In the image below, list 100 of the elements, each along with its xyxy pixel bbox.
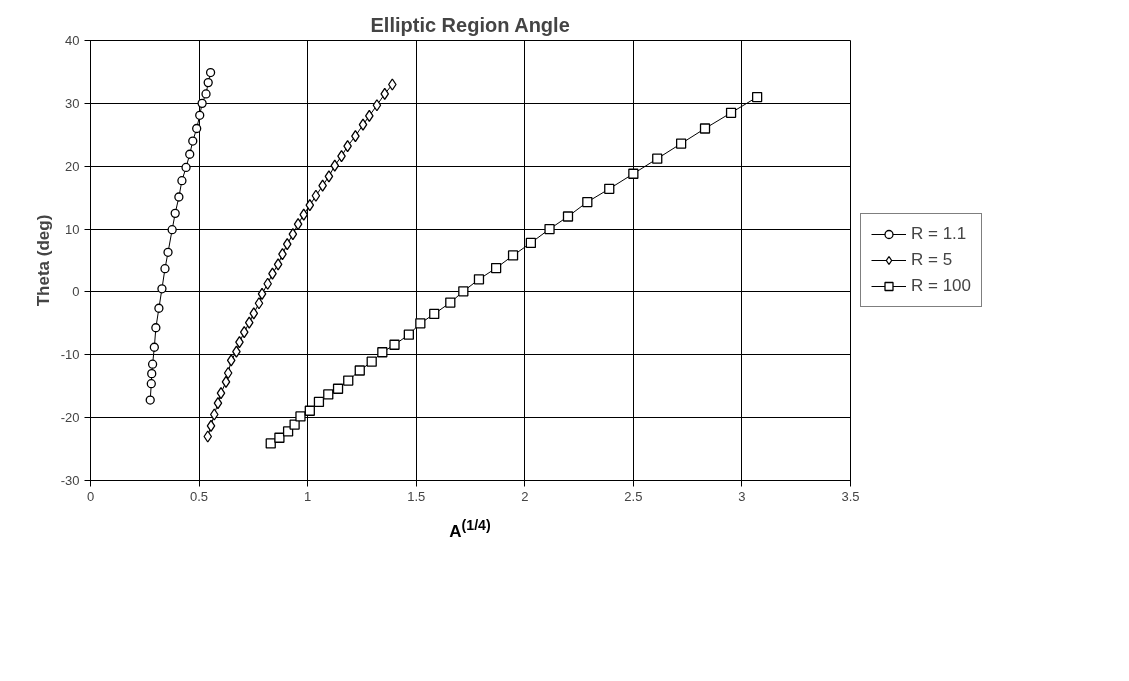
point bbox=[254, 297, 264, 310]
point bbox=[170, 208, 180, 218]
point bbox=[263, 277, 273, 290]
point bbox=[188, 136, 198, 146]
point bbox=[289, 419, 300, 430]
legend-label: R = 1.1 bbox=[911, 224, 967, 244]
point bbox=[725, 107, 737, 118]
point bbox=[195, 110, 205, 120]
point bbox=[147, 359, 158, 369]
point bbox=[273, 258, 283, 271]
point bbox=[323, 389, 334, 400]
y-tick-label: -20 bbox=[60, 410, 80, 426]
point bbox=[372, 99, 382, 112]
point bbox=[249, 307, 259, 320]
x-tick-label: 3.5 bbox=[841, 488, 860, 504]
point bbox=[213, 397, 223, 410]
point bbox=[203, 77, 213, 88]
point bbox=[507, 250, 519, 261]
point bbox=[147, 369, 157, 379]
point bbox=[604, 183, 615, 194]
point bbox=[751, 91, 763, 103]
point bbox=[167, 225, 177, 235]
x-tick-label: 2 bbox=[521, 488, 529, 504]
point bbox=[154, 303, 164, 313]
point bbox=[288, 227, 298, 241]
point bbox=[216, 386, 226, 400]
point bbox=[458, 286, 469, 297]
point bbox=[293, 217, 303, 231]
y-tick-label: 20 bbox=[65, 158, 80, 174]
point bbox=[221, 375, 231, 388]
point bbox=[274, 432, 285, 443]
y-tick-label: 10 bbox=[65, 221, 80, 237]
point bbox=[699, 123, 711, 134]
point bbox=[364, 109, 374, 123]
legend-label: R = 100 bbox=[911, 276, 972, 296]
point bbox=[206, 419, 216, 432]
point bbox=[226, 354, 236, 367]
point bbox=[490, 262, 502, 274]
chart-title: Elliptic Region Angle bbox=[370, 13, 570, 36]
x-tick-label: 0 bbox=[86, 488, 95, 504]
legend-label: R = 5 bbox=[911, 250, 953, 270]
point bbox=[652, 153, 663, 164]
x-tick-label: 3 bbox=[738, 488, 746, 504]
point bbox=[244, 316, 254, 329]
point bbox=[163, 247, 173, 257]
point bbox=[257, 287, 267, 300]
point bbox=[330, 159, 340, 172]
point bbox=[429, 308, 440, 320]
y-tick-label: -30 bbox=[60, 473, 80, 488]
point bbox=[145, 395, 155, 405]
point bbox=[209, 408, 219, 421]
point bbox=[343, 375, 354, 386]
point bbox=[197, 98, 207, 108]
point bbox=[223, 366, 233, 380]
point bbox=[544, 223, 555, 235]
point bbox=[354, 365, 365, 376]
point bbox=[201, 89, 211, 99]
point bbox=[203, 430, 213, 443]
point bbox=[358, 118, 368, 131]
x-tick-label: 2.5 bbox=[624, 488, 643, 504]
point bbox=[160, 264, 170, 274]
point bbox=[324, 170, 334, 183]
point bbox=[445, 297, 456, 308]
point bbox=[157, 284, 167, 294]
point bbox=[181, 162, 191, 173]
x-tick-label: 1.5 bbox=[407, 488, 426, 504]
y-tick-label: 0 bbox=[72, 284, 80, 300]
point bbox=[313, 396, 325, 408]
point bbox=[562, 211, 574, 222]
point bbox=[380, 87, 390, 101]
x-tick-label: 0.5 bbox=[190, 488, 209, 504]
y-axis-title: Theta (deg) bbox=[33, 214, 53, 307]
point bbox=[403, 329, 414, 340]
point bbox=[185, 149, 195, 159]
point bbox=[295, 411, 306, 422]
y-tick-label: -10 bbox=[60, 347, 80, 363]
point bbox=[174, 192, 184, 202]
point bbox=[377, 347, 388, 358]
point bbox=[389, 339, 400, 350]
x-axis-title: A$^{(1/4)}$ bbox=[449, 516, 491, 543]
point bbox=[177, 176, 187, 186]
point bbox=[311, 189, 321, 202]
point bbox=[239, 326, 249, 339]
point bbox=[366, 356, 377, 367]
point bbox=[149, 342, 159, 352]
point bbox=[332, 383, 344, 394]
point bbox=[582, 196, 593, 208]
point bbox=[305, 199, 315, 212]
point bbox=[265, 438, 276, 449]
point bbox=[192, 123, 202, 134]
point bbox=[415, 318, 426, 329]
y-tick-label: 30 bbox=[65, 95, 80, 111]
point bbox=[525, 237, 537, 249]
point bbox=[146, 379, 156, 389]
y-tick-label: 40 bbox=[65, 33, 80, 48]
point bbox=[473, 274, 485, 285]
point bbox=[628, 168, 639, 179]
x-tick-label: 1 bbox=[304, 488, 312, 504]
point bbox=[675, 138, 687, 149]
point bbox=[151, 323, 161, 333]
